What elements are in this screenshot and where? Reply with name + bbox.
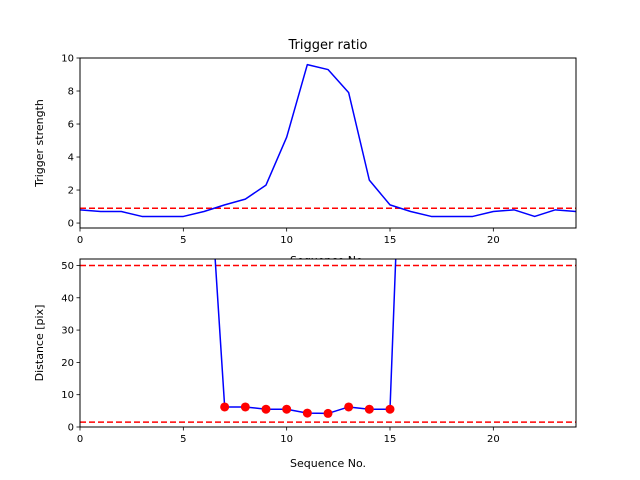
bottom-chart-data-point (282, 404, 292, 414)
top-chart-series-line (80, 63, 576, 218)
bottom-chart-frame (79, 258, 577, 428)
bottom-chart-data-point (240, 402, 250, 412)
bottom-chart-ytick-label: 0 (68, 423, 74, 434)
top-chart-frame (79, 57, 577, 229)
bottom-chart-data-point (302, 408, 312, 418)
top-chart-xtick-label: 15 (384, 235, 397, 246)
bottom-chart-data-point (220, 402, 230, 412)
bottom-chart-data-point (261, 404, 271, 414)
top-chart-ytick-label: 10 (61, 54, 74, 65)
bottom-chart-ytick-label: 20 (61, 358, 74, 369)
bottom-chart-ytick-label: 40 (61, 293, 74, 304)
bottom-chart-ytick-label: 30 (61, 326, 74, 337)
bottom-chart-plot-area (80, 259, 576, 423)
bottom-chart-xtick-label: 15 (384, 434, 397, 445)
bottom-chart-xtick-label: 0 (77, 434, 83, 445)
top-chart-xtick-label: 20 (487, 235, 500, 246)
bottom-chart-ytick-label: 10 (61, 390, 74, 401)
bottom-chart: Distance [pix] Sequence No. 0 5 10 15 20 0 10 2… (33, 258, 577, 470)
bottom-chart-data-point (323, 408, 333, 418)
top-chart-ytick-label: 2 (68, 186, 74, 197)
bottom-chart-data-point (344, 402, 354, 412)
bottom-chart-data-point (385, 404, 395, 414)
top-chart-ytick-label: 4 (68, 153, 74, 164)
top-chart-ytick-label: 0 (68, 219, 74, 230)
top-chart-xtick-label: 10 (280, 235, 293, 246)
bottom-chart-ylabel: Distance [pix] (33, 305, 46, 382)
top-chart-title: Trigger ratio (288, 38, 368, 53)
bottom-chart-xtick-label: 10 (280, 434, 293, 445)
top-chart-xtick-label: 0 (77, 235, 83, 246)
bottom-chart-xlabel: Sequence No. (290, 457, 366, 470)
top-chart-xtick-label: 5 (180, 235, 186, 246)
bottom-chart-xtick-label: 20 (487, 434, 500, 445)
bottom-chart-data-point (364, 404, 374, 414)
top-chart-ylabel: Trigger strength (33, 99, 46, 188)
bottom-chart-xtick-label: 5 (180, 434, 186, 445)
bottom-chart-background (80, 259, 576, 427)
top-chart-plot-area (80, 63, 576, 218)
top-chart-ytick-label: 6 (68, 120, 74, 131)
bottom-chart-ticks: 0 5 10 15 20 0 10 20 30 40 50 (61, 261, 499, 445)
bottom-chart-ytick-label: 50 (61, 261, 74, 272)
top-chart-ytick-label: 8 (68, 87, 74, 98)
